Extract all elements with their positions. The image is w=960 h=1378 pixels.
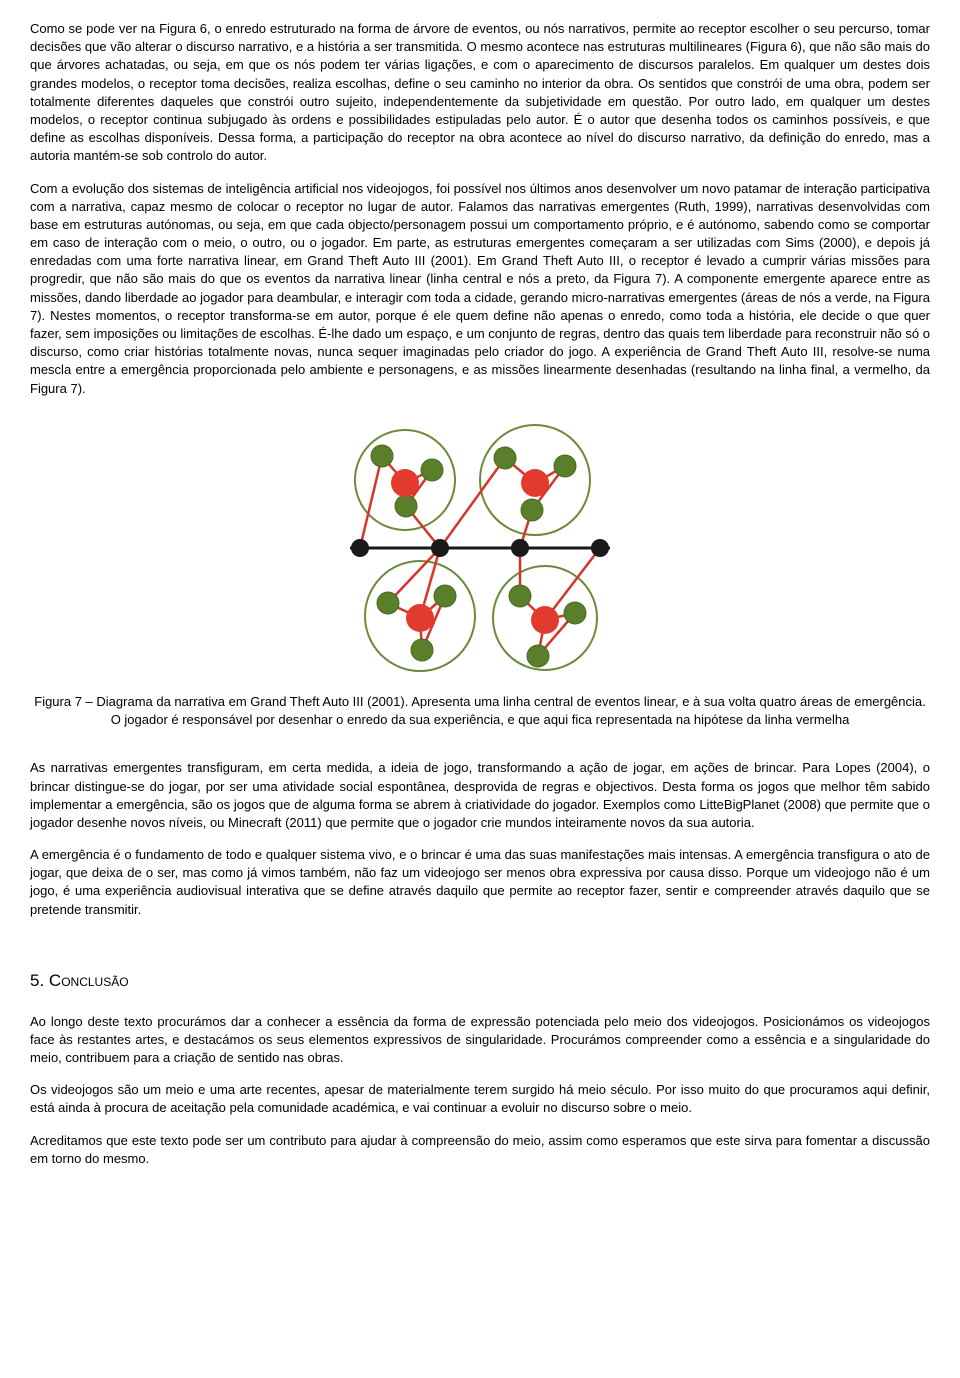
figure-7-svg xyxy=(310,418,650,678)
paragraph-3: As narrativas emergentes transfiguram, e… xyxy=(30,759,930,832)
paragraph-2: Com a evolução dos sistemas de inteligên… xyxy=(30,180,930,398)
section-5-number: 5. xyxy=(30,971,44,990)
paragraph-4: A emergência é o fundamento de todo e qu… xyxy=(30,846,930,919)
figure-7-diagram xyxy=(30,418,930,683)
figure-7-caption: Figura 7 – Diagrama da narrativa em Gran… xyxy=(30,693,930,729)
paragraph-5: Ao longo deste texto procurámos dar a co… xyxy=(30,1013,930,1068)
section-5-heading: 5. Conclusão xyxy=(30,969,930,993)
paragraph-1: Como se pode ver na Figura 6, o enredo e… xyxy=(30,20,930,166)
paragraph-7: Acreditamos que este texto pode ser um c… xyxy=(30,1132,930,1168)
section-5-title: Conclusão xyxy=(49,971,129,990)
paragraph-6: Os videojogos são um meio e uma arte rec… xyxy=(30,1081,930,1117)
